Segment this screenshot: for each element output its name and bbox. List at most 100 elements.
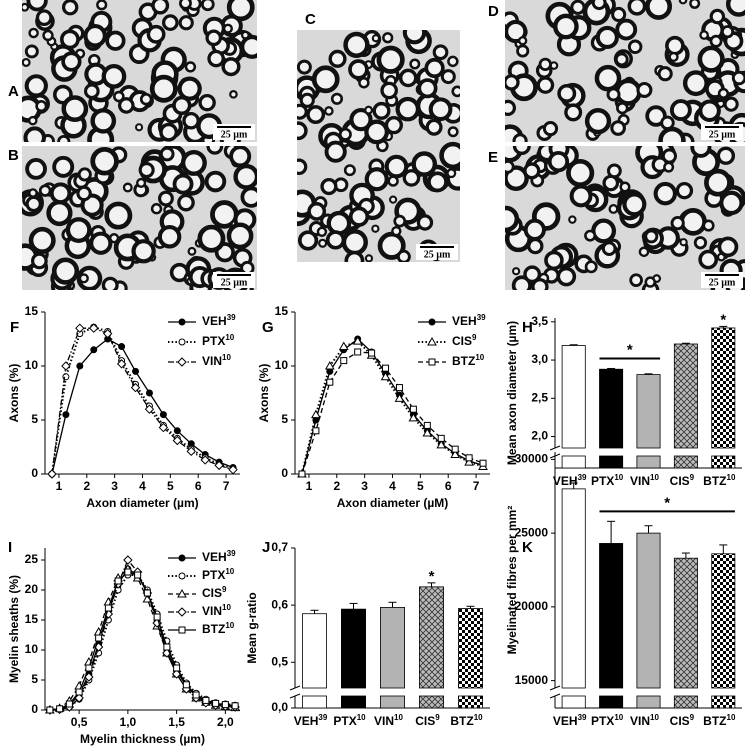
- myelin-ring: [376, 45, 405, 74]
- marker: [89, 323, 99, 333]
- marker: [231, 702, 239, 710]
- myelin-ring: [731, 70, 745, 86]
- bar: [341, 608, 366, 689]
- x-tick-label: BTZ10: [450, 713, 483, 729]
- legend-label: CIS9: [452, 333, 477, 349]
- myelin-ring: [31, 252, 48, 270]
- x-tick-label: 1: [56, 479, 63, 493]
- myelin-ring: [90, 108, 117, 134]
- panel-label: D: [488, 3, 499, 20]
- marker: [95, 634, 103, 642]
- axis-break: [289, 693, 301, 699]
- myelin-ring: [615, 18, 638, 41]
- legend-sup: 10: [225, 333, 234, 342]
- myelin-ring: [96, 0, 108, 11]
- y-tick-label: 5: [31, 412, 38, 426]
- y-tick-label: 0: [281, 466, 288, 480]
- marker: [163, 643, 171, 651]
- myelin-ring: [512, 267, 521, 276]
- legend-label: VIN10: [202, 603, 231, 619]
- myelin-ring: [531, 278, 549, 290]
- myelin-ring: [523, 162, 541, 180]
- legend-label: VEH39: [452, 313, 486, 329]
- myelin-ring: [28, 188, 38, 198]
- myelin-ring: [716, 146, 736, 165]
- marker: [56, 705, 64, 713]
- myelin-ring: [149, 74, 178, 103]
- myelin-ring: [523, 218, 546, 241]
- y-tick-label: 5: [281, 412, 288, 426]
- myelin-ring: [136, 177, 147, 188]
- category-name: VIN: [630, 474, 650, 488]
- legend-label: CIS9: [202, 585, 227, 601]
- myelin-ring: [76, 185, 92, 202]
- marker: [65, 700, 73, 708]
- x-tick-label: 7: [223, 479, 230, 493]
- myelin-ring: [402, 169, 421, 187]
- myelin-ring: [627, 39, 643, 55]
- myelin-ring: [505, 205, 520, 233]
- bar-stub: [673, 695, 698, 709]
- myelin-ring: [157, 225, 182, 249]
- myelin-ring: [636, 81, 653, 99]
- myelin-ring: [663, 161, 675, 173]
- myelin-ring: [698, 249, 719, 270]
- x-tick-label: 5: [167, 479, 174, 493]
- myelin-ring: [614, 78, 642, 106]
- myelin-ring: [38, 184, 52, 197]
- significance-mark: *: [664, 494, 670, 511]
- marker: [212, 699, 220, 707]
- marker: [104, 604, 112, 612]
- myelin-ring: [644, 276, 656, 288]
- myelin-ring: [233, 163, 257, 190]
- myelin-ring: [447, 55, 459, 68]
- bar-stub: [302, 695, 327, 709]
- bar: [419, 586, 444, 689]
- myelin-ring: [104, 201, 133, 230]
- myelin-ring: [372, 101, 391, 120]
- myelin-ring: [538, 57, 552, 71]
- category-sup: 10: [727, 473, 736, 482]
- myelin-ring: [398, 68, 418, 88]
- marker: [324, 360, 335, 370]
- myelin-ring: [584, 260, 598, 274]
- y-axis-label: Myelinated fibres per mm²: [505, 506, 519, 655]
- marker: [85, 664, 93, 672]
- bar: [561, 345, 586, 449]
- marker: [173, 427, 181, 435]
- myelin-ring: [200, 0, 215, 12]
- myelin-ring: [591, 0, 607, 11]
- myelin-ring: [182, 111, 200, 130]
- myelin-ring: [717, 236, 739, 258]
- x-tick-label: VIN10: [374, 713, 403, 729]
- myelin-ring: [595, 25, 619, 50]
- panel-label: J: [262, 539, 270, 556]
- marker: [326, 378, 334, 386]
- legend-sup: 9: [472, 333, 477, 342]
- marker: [423, 421, 431, 429]
- scale-label: 25 µm: [709, 129, 736, 140]
- myelin-ring: [657, 66, 673, 82]
- myelin-ring: [297, 59, 312, 75]
- y-tick-label: 3,0: [531, 352, 548, 366]
- marker: [354, 348, 362, 356]
- bar-stub: [599, 455, 624, 469]
- myelin-ring: [364, 254, 374, 262]
- myelin-ring: [439, 141, 460, 170]
- marker: [124, 568, 132, 576]
- legend-label: BTZ10: [202, 621, 235, 637]
- myelin-ring: [553, 13, 579, 40]
- myelin-ring: [523, 265, 542, 284]
- x-tick-label: CIS9: [670, 473, 695, 489]
- myelin-ring: [42, 29, 54, 42]
- myelin-ring: [382, 32, 394, 44]
- axis-break: [549, 685, 561, 691]
- micrograph: [505, 0, 745, 142]
- marker: [46, 706, 54, 714]
- marker: [202, 696, 210, 704]
- myelin-ring: [670, 216, 685, 231]
- bar: [302, 613, 327, 689]
- myelin-ring: [61, 51, 82, 72]
- myelin-ring: [689, 0, 701, 9]
- myelin-ring: [28, 27, 39, 39]
